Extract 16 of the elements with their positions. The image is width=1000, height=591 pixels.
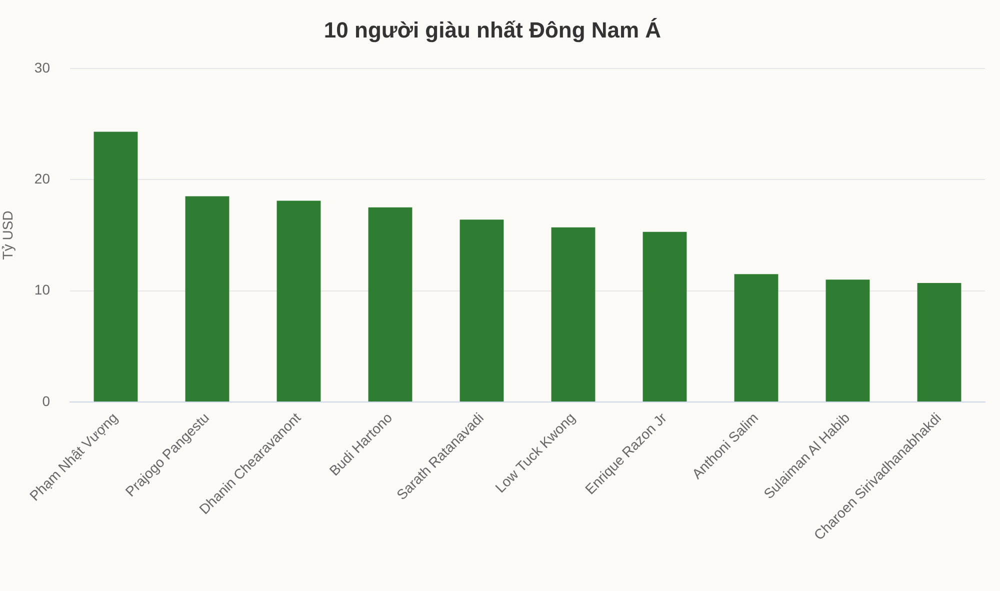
bar xyxy=(94,132,138,402)
bar xyxy=(276,200,321,402)
bar xyxy=(185,196,230,402)
y-tick-label: 0 xyxy=(42,392,50,409)
bar xyxy=(826,280,870,402)
y-tick-label: 10 xyxy=(34,282,50,298)
y-axis-title: Tỷ USD xyxy=(0,210,16,260)
y-tick-label: 20 xyxy=(34,170,50,186)
bar xyxy=(551,227,596,402)
bar xyxy=(734,274,778,402)
bar xyxy=(460,220,504,402)
bar xyxy=(917,283,962,402)
y-tick-label: 30 xyxy=(34,59,50,76)
bar xyxy=(642,232,687,402)
bar xyxy=(368,207,412,402)
chart-title: 10 người giàu nhất Đông Nam Á xyxy=(324,17,662,42)
